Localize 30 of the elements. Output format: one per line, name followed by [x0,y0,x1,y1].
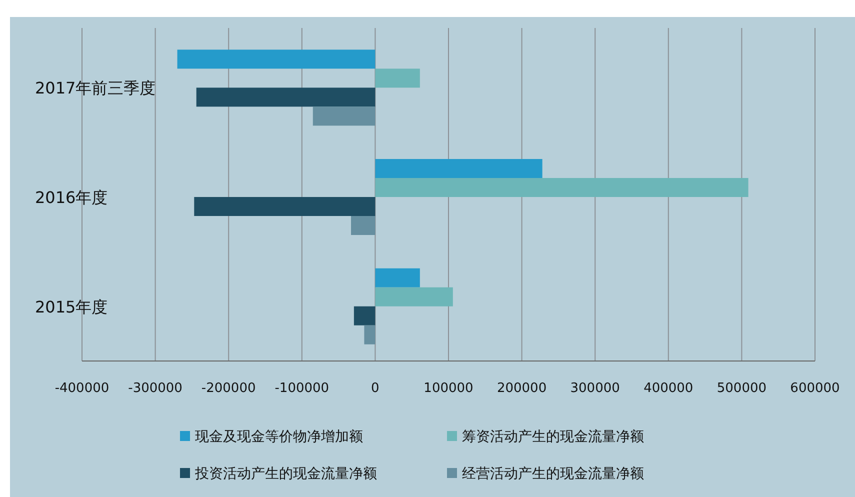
x-tick-label: -200000 [201,381,256,396]
x-tick-label: 500000 [716,381,767,396]
legend-label: 投资活动产生的现金流量净额 [194,466,377,482]
bar [194,197,376,216]
bar [177,50,376,69]
legend-label: 现金及现金等价物净增加额 [195,429,363,445]
bar [375,68,420,88]
x-tick-label: 400000 [644,381,694,396]
bar [375,268,420,288]
bar [312,106,376,126]
bar [375,159,542,178]
x-tick-label: -400000 [54,381,110,396]
bar [375,178,748,197]
x-tick-label: 300000 [570,381,620,396]
x-tick-label: 200000 [496,381,547,396]
legend-label: 筹资活动产生的现金流量净额 [462,429,644,445]
y-tick-label: 2017年前三季度 [35,78,156,98]
x-tick-label: 0 [371,381,380,396]
x-tick-label: 600000 [790,381,840,396]
bar [375,287,453,306]
y-tick-label: 2016年度 [35,188,108,207]
legend-label: 经营活动产生的现金流量净额 [462,466,644,482]
bar [354,306,376,326]
x-tick-label: -300000 [128,381,182,396]
bar [196,88,376,107]
x-tick-label: -100000 [274,381,330,396]
y-tick-label: 2015年度 [35,297,108,316]
x-tick-label: 100000 [424,381,474,396]
bar [364,325,376,344]
bar [351,216,376,235]
